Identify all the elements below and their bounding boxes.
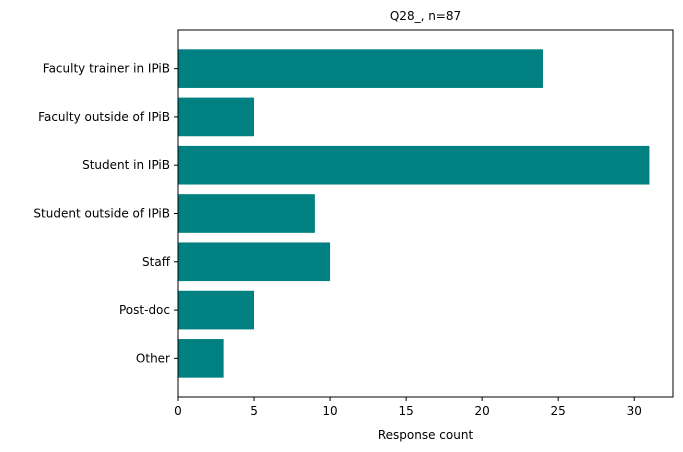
- y-tick-label: Student in IPiB: [82, 158, 170, 172]
- bar-staff: [178, 242, 331, 282]
- x-tick-label: 30: [627, 404, 642, 418]
- bars-group: [178, 49, 650, 378]
- chart-title: Q28_, n=87: [390, 9, 461, 23]
- y-tick-label: Staff: [142, 255, 171, 269]
- x-axis-label: Response count: [378, 428, 474, 442]
- bar-student-outside-of-ipib: [178, 194, 315, 233]
- bar-student-in-ipib: [178, 145, 650, 185]
- x-axis-ticks: 0 5 10 15 20 25 30: [174, 397, 642, 418]
- x-tick-label: 20: [475, 404, 490, 418]
- bar-other: [178, 339, 224, 378]
- plot-frame: [177, 29, 674, 398]
- y-axis-ticks: Faculty trainer in IPiB Faculty outside o…: [33, 62, 178, 365]
- y-tick-label: Faculty outside of IPiB: [38, 110, 170, 124]
- x-tick-label: 5: [250, 404, 258, 418]
- x-tick-label: 15: [398, 404, 413, 418]
- bar-faculty-outside-of-ipib: [178, 97, 255, 137]
- x-tick-label: 25: [551, 404, 566, 418]
- y-tick-label: Post-doc: [119, 303, 170, 317]
- x-tick-label: 0: [174, 404, 182, 418]
- y-tick-label: Other: [136, 351, 170, 365]
- y-tick-label: Student outside of IPiB: [33, 207, 170, 221]
- bar-post-doc: [178, 290, 255, 330]
- bar-faculty-trainer-in-ipib: [178, 49, 543, 88]
- x-tick-label: 10: [322, 404, 337, 418]
- y-tick-label: Faculty trainer in IPiB: [43, 62, 170, 76]
